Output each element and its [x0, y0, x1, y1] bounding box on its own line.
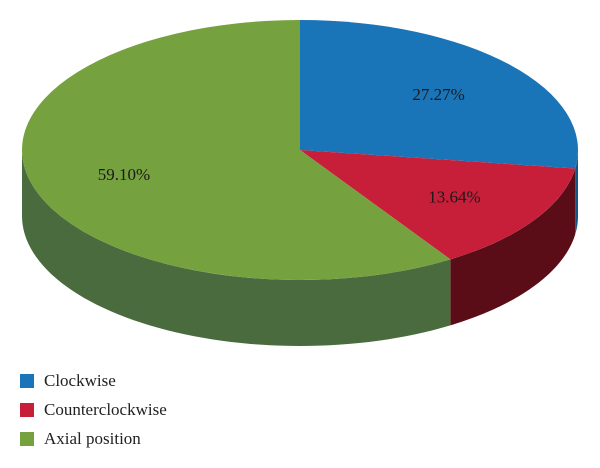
legend-label-clockwise: Clockwise [44, 370, 116, 390]
pie-side-clockwise [575, 150, 578, 235]
legend-swatch-axial-position [20, 431, 34, 446]
pie-tops [21, 20, 578, 280]
pie-labels: 27.27% 13.64% 59.10% [98, 85, 481, 207]
pie-chart: 27.27% 13.64% 59.10% [21, 20, 578, 346]
legend-label-counterclockwise: Counterclockwise [44, 399, 167, 419]
legend-item-axial-position: Axial position [20, 424, 167, 453]
pie-side-counterclockwise [450, 168, 576, 326]
legend-label-axial-position: Axial position [44, 428, 141, 448]
data-label-axial-position: 59.10% [98, 165, 150, 184]
pie-slice-counterclockwise [300, 150, 576, 260]
data-label-clockwise: 27.27% [412, 85, 464, 104]
pie-slice-axial-position [21, 20, 451, 280]
legend-item-clockwise: Clockwise [20, 366, 167, 395]
pie-side-axial-position [22, 150, 451, 346]
legend-swatch-counterclockwise [20, 402, 34, 417]
legend-swatch-clockwise [20, 373, 34, 388]
data-label-counterclockwise: 13.64% [428, 187, 480, 206]
pie-sides [22, 150, 578, 346]
legend: Clockwise Counterclockwise Axial positio… [20, 366, 167, 453]
pie-slice-clockwise [300, 20, 578, 169]
legend-item-counterclockwise: Counterclockwise [20, 395, 167, 424]
